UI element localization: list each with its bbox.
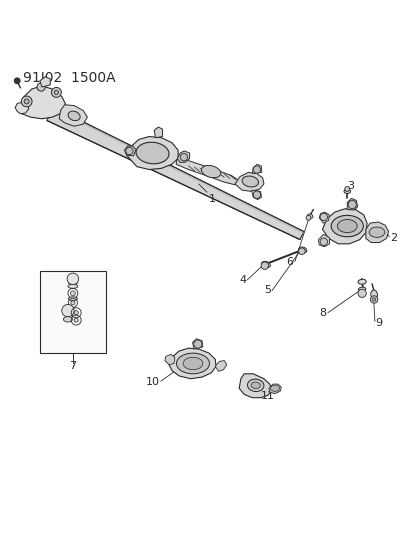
Polygon shape [318, 212, 328, 223]
Circle shape [253, 166, 260, 173]
Ellipse shape [68, 297, 77, 301]
Text: 4: 4 [238, 274, 246, 285]
Polygon shape [52, 107, 303, 233]
Text: 10: 10 [145, 377, 159, 387]
Polygon shape [47, 107, 303, 239]
Polygon shape [176, 157, 237, 185]
Text: 2: 2 [390, 232, 397, 243]
Circle shape [67, 273, 78, 285]
Polygon shape [164, 354, 174, 365]
Text: 6: 6 [286, 256, 293, 266]
Polygon shape [365, 222, 388, 243]
Polygon shape [40, 77, 50, 87]
Polygon shape [15, 102, 28, 114]
Ellipse shape [201, 165, 220, 177]
Ellipse shape [261, 261, 270, 268]
Ellipse shape [306, 214, 312, 219]
Ellipse shape [357, 279, 366, 284]
Ellipse shape [247, 379, 263, 392]
Ellipse shape [368, 227, 384, 237]
Ellipse shape [298, 247, 306, 253]
Circle shape [51, 87, 61, 98]
Polygon shape [322, 209, 366, 244]
Ellipse shape [176, 353, 209, 374]
Polygon shape [251, 190, 261, 200]
Circle shape [253, 191, 260, 198]
Circle shape [71, 301, 75, 305]
Polygon shape [235, 172, 263, 191]
Circle shape [21, 96, 32, 107]
Polygon shape [318, 235, 329, 247]
Polygon shape [124, 146, 136, 156]
Circle shape [305, 215, 310, 220]
Polygon shape [126, 136, 178, 169]
Circle shape [347, 200, 356, 209]
Text: 8: 8 [319, 308, 326, 318]
Ellipse shape [370, 290, 377, 299]
Ellipse shape [68, 279, 77, 285]
Text: 7: 7 [69, 360, 76, 370]
Polygon shape [154, 127, 162, 138]
Ellipse shape [270, 385, 279, 391]
Bar [40, 271, 106, 353]
Ellipse shape [242, 176, 258, 187]
Ellipse shape [343, 189, 350, 193]
Polygon shape [252, 164, 261, 174]
Ellipse shape [251, 382, 260, 389]
Text: 91J02  1500A: 91J02 1500A [23, 70, 116, 85]
Circle shape [54, 90, 58, 94]
Circle shape [14, 78, 20, 84]
Polygon shape [215, 361, 226, 372]
Ellipse shape [183, 357, 202, 370]
Ellipse shape [63, 317, 72, 322]
Ellipse shape [68, 284, 78, 288]
Ellipse shape [358, 287, 365, 291]
Ellipse shape [136, 142, 169, 164]
Circle shape [24, 99, 29, 104]
Polygon shape [59, 105, 87, 126]
Circle shape [319, 238, 327, 246]
Polygon shape [192, 338, 202, 349]
Polygon shape [268, 384, 280, 393]
Circle shape [357, 289, 366, 297]
Circle shape [37, 83, 45, 91]
Ellipse shape [337, 220, 356, 233]
Polygon shape [19, 86, 66, 119]
Circle shape [193, 340, 202, 348]
Polygon shape [239, 374, 271, 398]
Text: 1: 1 [209, 194, 216, 204]
Circle shape [180, 154, 187, 161]
Circle shape [74, 318, 78, 322]
Polygon shape [169, 348, 216, 379]
Circle shape [344, 187, 349, 191]
Circle shape [298, 248, 304, 255]
Circle shape [319, 213, 327, 221]
Text: 3: 3 [347, 181, 354, 191]
Text: 11: 11 [260, 391, 274, 401]
Ellipse shape [330, 215, 363, 237]
Circle shape [62, 304, 74, 317]
Ellipse shape [68, 111, 80, 120]
Polygon shape [347, 198, 357, 210]
Circle shape [372, 298, 375, 301]
Circle shape [126, 147, 133, 155]
Text: 9: 9 [375, 318, 382, 328]
Circle shape [70, 291, 75, 296]
Circle shape [370, 296, 377, 303]
Text: 5: 5 [263, 286, 270, 295]
Circle shape [74, 311, 78, 315]
Circle shape [261, 262, 268, 269]
Polygon shape [177, 151, 189, 163]
